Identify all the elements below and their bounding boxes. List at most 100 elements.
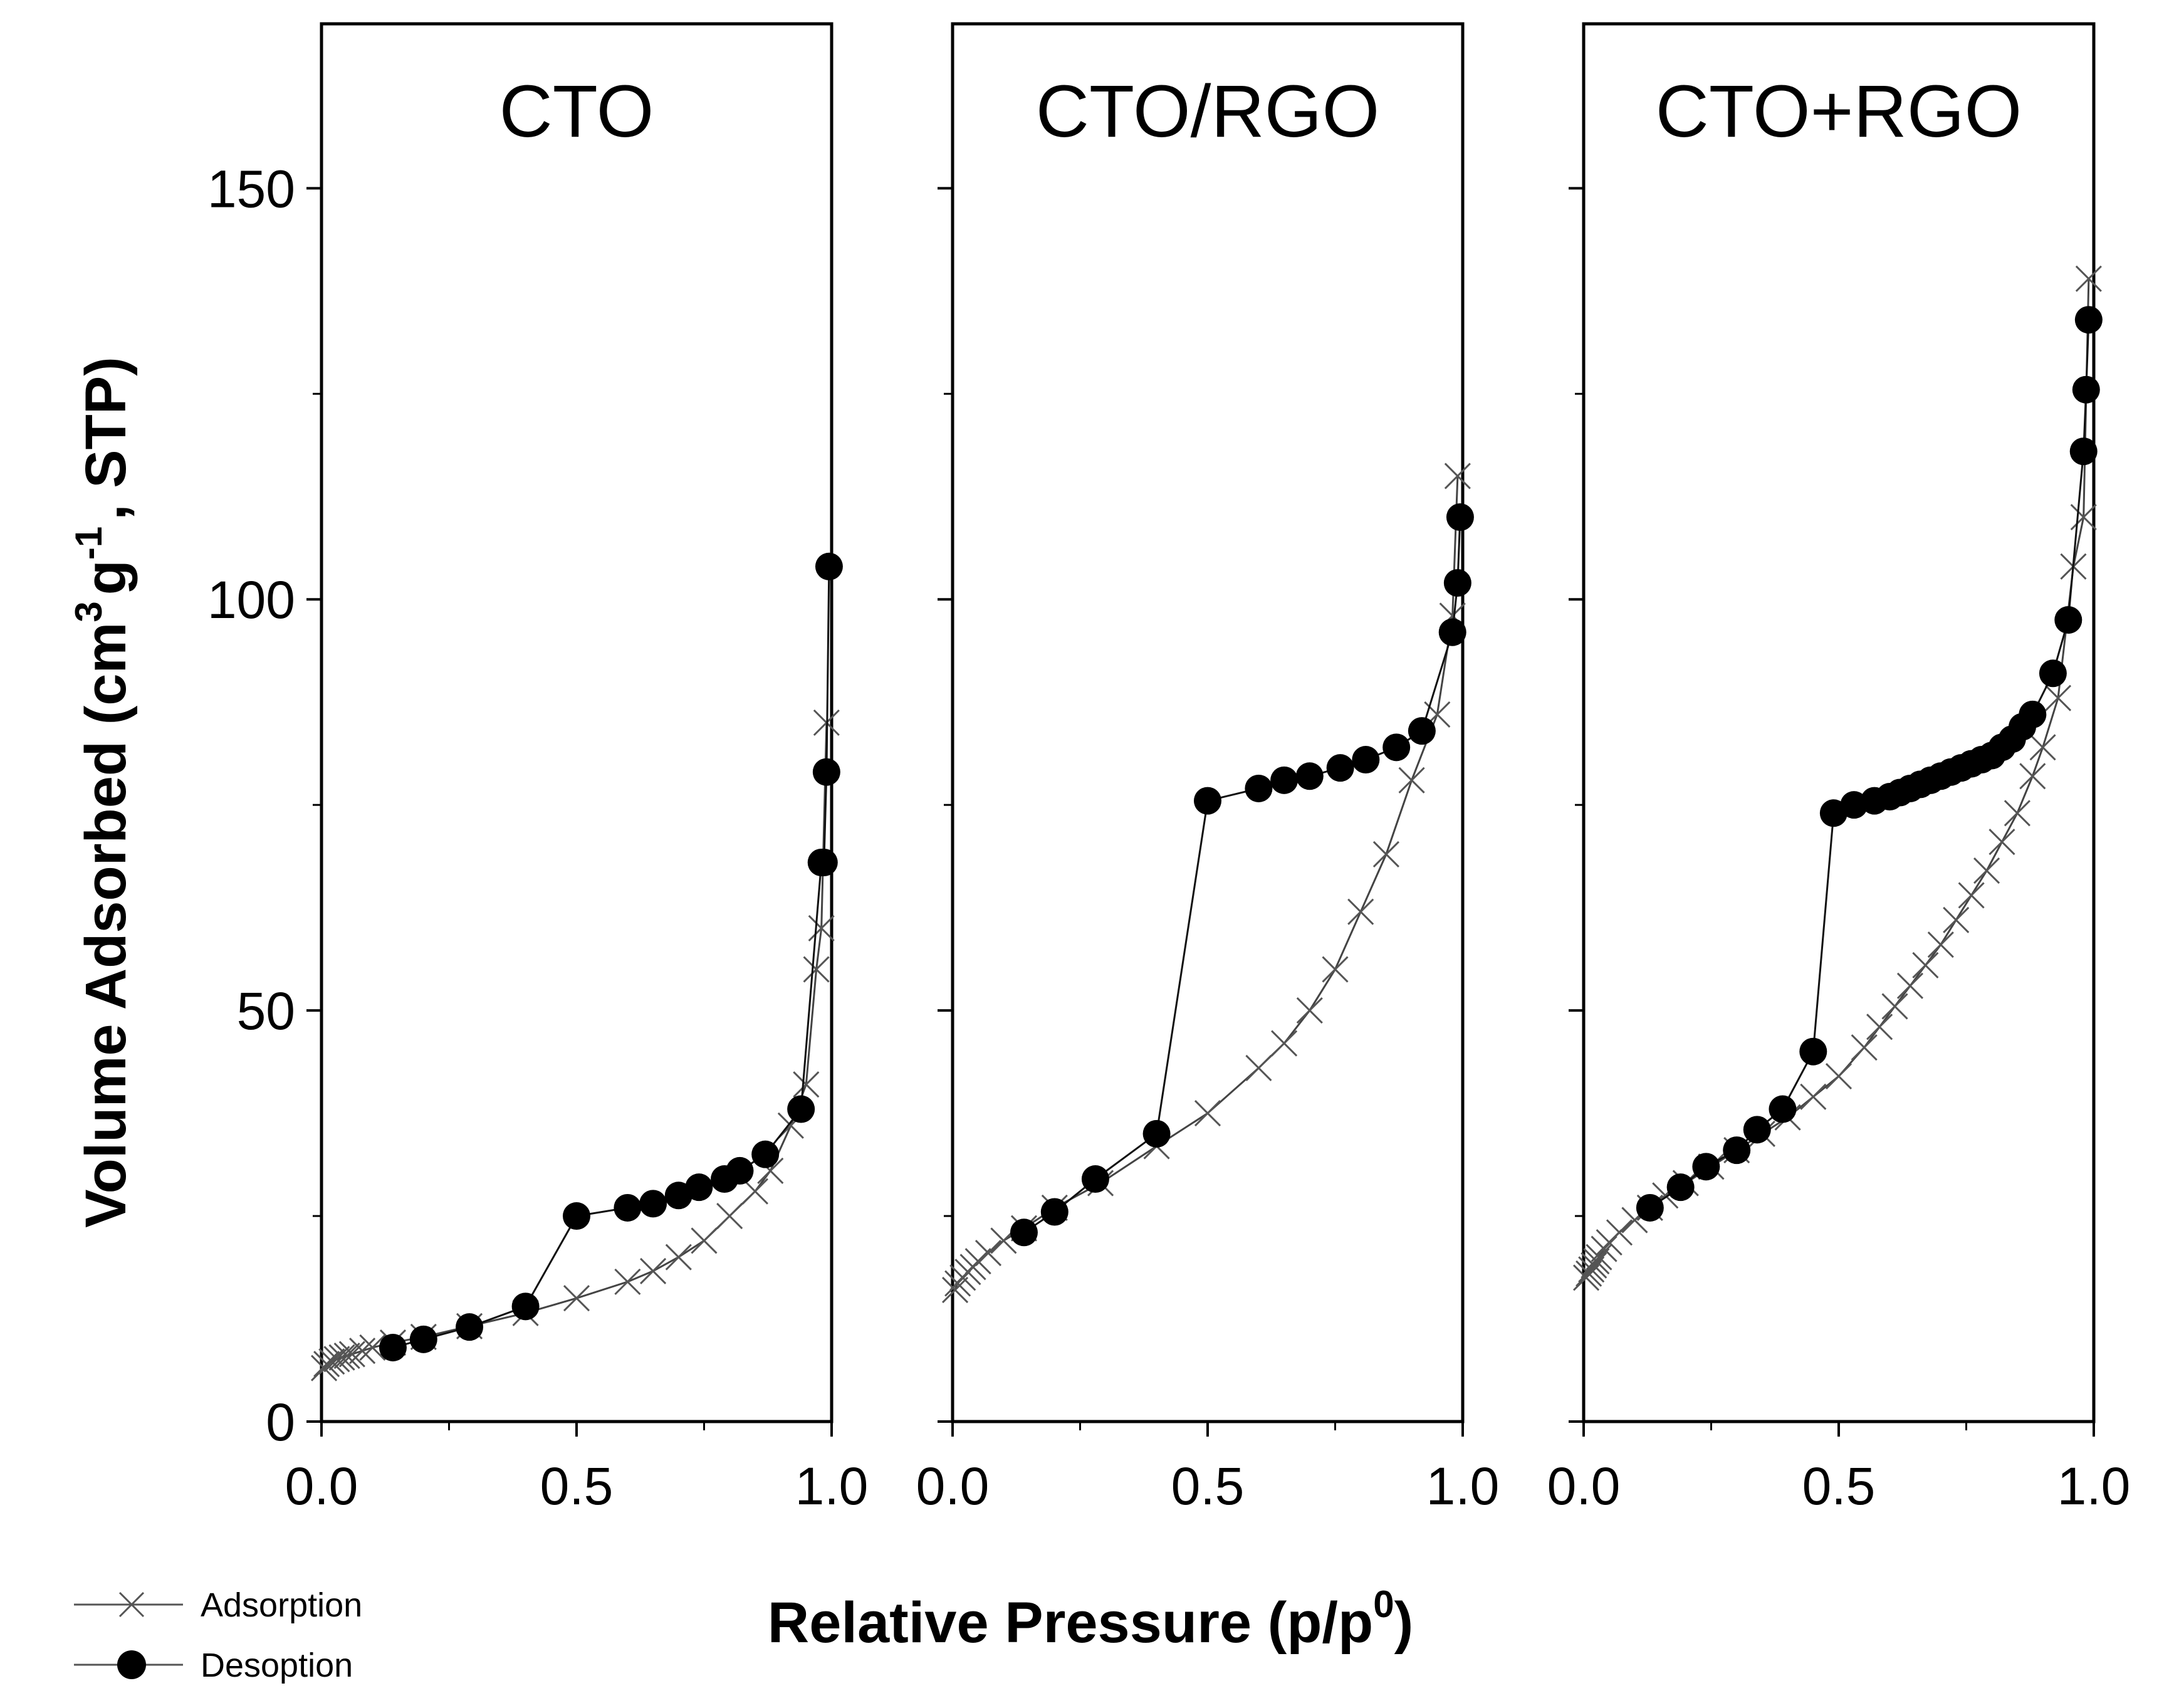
adsorption-point [1988,829,2015,856]
legend-adsorption-marker [118,1591,145,1618]
y-tick-label: 100 [207,570,295,629]
legend-item-desoption: Desoption [74,1647,353,1684]
desorption-point [787,1095,815,1123]
x-tick-label: 0.0 [916,1457,990,1516]
adsorption-point [1578,1256,1605,1283]
adsorption-point [1271,1030,1298,1057]
adsorption-point [942,1277,969,1304]
adsorption-point [1825,1062,1853,1090]
desorption-point [2074,306,2103,334]
adsorption-point [1581,1252,1607,1279]
adsorption-point [1866,1014,1893,1040]
x-axis-title: Relative Pressure (p/p0) [768,1583,1413,1655]
adsorption-point [1296,997,1323,1024]
adsorption-point [1583,1248,1610,1275]
x-axis-title-end: ) [1394,1591,1414,1655]
desorption-point [1438,618,1466,646]
adsorption-point [808,914,835,942]
adsorption-line [323,722,828,1369]
y-axis-title-sup2: -1 [68,527,110,560]
adsorption-point [1398,767,1425,794]
desorption-point [511,1292,540,1321]
adsorption-point [1973,857,2000,884]
y-axis-title-sup1: 3 [68,601,110,622]
y-axis-title-main: Volume Adsorbed (cm [74,622,138,1228]
desorption-line [1023,517,1461,1234]
y-axis-title-end: , STP) [74,357,138,520]
adsorption-point [793,1071,820,1098]
adsorption-point [1322,956,1349,983]
series-desoption [1636,306,2103,1222]
series-adsorption [1573,265,2102,1291]
adsorption-point [975,1240,1002,1267]
adsorption-point [1372,841,1399,867]
desorption-point [456,1313,484,1341]
adsorption-point [338,1341,365,1368]
adsorption-point [691,1227,718,1254]
x-tick-label: 0.5 [540,1457,614,1516]
adsorption-point [1958,882,1985,909]
desorption-point [1408,717,1436,745]
legend-adsorption-label: Adsorption [201,1586,362,1624]
desorption-point [1743,1116,1771,1144]
adsorption-point [313,1351,340,1378]
desorption-point [1270,766,1299,794]
desorption-point [1245,774,1273,802]
desorption-point [1010,1218,1038,1247]
desorption-point [807,849,835,876]
desorption-point [711,1165,739,1193]
desorption-point [1666,1173,1695,1202]
adsorption-line [1585,278,2090,1279]
desorption-point [1723,1136,1751,1165]
x-tick-label: 1.0 [795,1457,869,1516]
adsorption-point [349,1338,376,1365]
desorption-point [1142,1119,1171,1148]
legend-desoption-label: Desoption [201,1647,353,1684]
x-tick-label: 0.5 [1802,1457,1876,1516]
desorption-line [392,566,830,1349]
desorption-point [815,552,843,580]
adsorption-point [803,956,830,983]
desorption-point [1443,569,1471,597]
desorption-point [1382,733,1411,762]
adsorption-point [1881,993,1908,1020]
panel-title: CTO/RGO [1036,70,1380,153]
desorption-point [639,1190,667,1218]
adsorption-point [2044,684,2072,711]
legend-item-adsorption: Adsorption [74,1586,362,1624]
desorption-line [1649,320,2090,1209]
desorption-point [409,1325,437,1353]
adsorption-point [1586,1244,1612,1271]
adsorption-point [1347,898,1374,925]
series-adsorption [311,709,840,1381]
adsorption-point [1927,931,1954,958]
adsorption-point [563,1285,590,1312]
x-tick-label: 0.5 [1171,1457,1245,1516]
y-axis-title-mid: g [74,560,138,595]
y-tick-label: 0 [266,1393,295,1452]
desorption-point [1860,787,1888,815]
x-tick-label: 1.0 [1426,1457,1500,1516]
adsorption-point [2075,265,2102,292]
series-adsorption [942,463,1471,1304]
adsorption-point [1943,906,1970,933]
adsorption-point [2070,503,2097,531]
desorption-point [1194,787,1221,815]
desorption-point [1326,754,1354,782]
adsorption-point [318,1348,345,1375]
adsorption-point [2004,800,2030,827]
x-tick-label: 0.0 [1547,1457,1621,1516]
adsorption-point [640,1257,667,1285]
desorption-point [1446,503,1474,532]
y-axis-title: Volume Adsorbed (cm3 g-1 , STP) [68,357,138,1228]
desorption-point [2069,437,2098,466]
desorption-point [812,758,840,786]
y-tick-label: 50 [237,982,295,1040]
desorption-point [1081,1165,1109,1193]
panel-title: CTO+RGO [1656,70,2022,153]
adsorption-point [1851,1034,1878,1061]
panel-cto: CTO 0 50 100 150 0.0 0.5 1.0 [207,22,869,1516]
desorption-point [2039,659,2067,688]
